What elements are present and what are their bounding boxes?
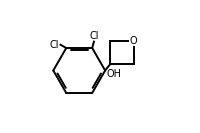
Text: Cl: Cl: [50, 40, 59, 50]
Text: Cl: Cl: [89, 31, 98, 41]
Text: O: O: [129, 36, 137, 46]
Text: OH: OH: [106, 69, 121, 79]
